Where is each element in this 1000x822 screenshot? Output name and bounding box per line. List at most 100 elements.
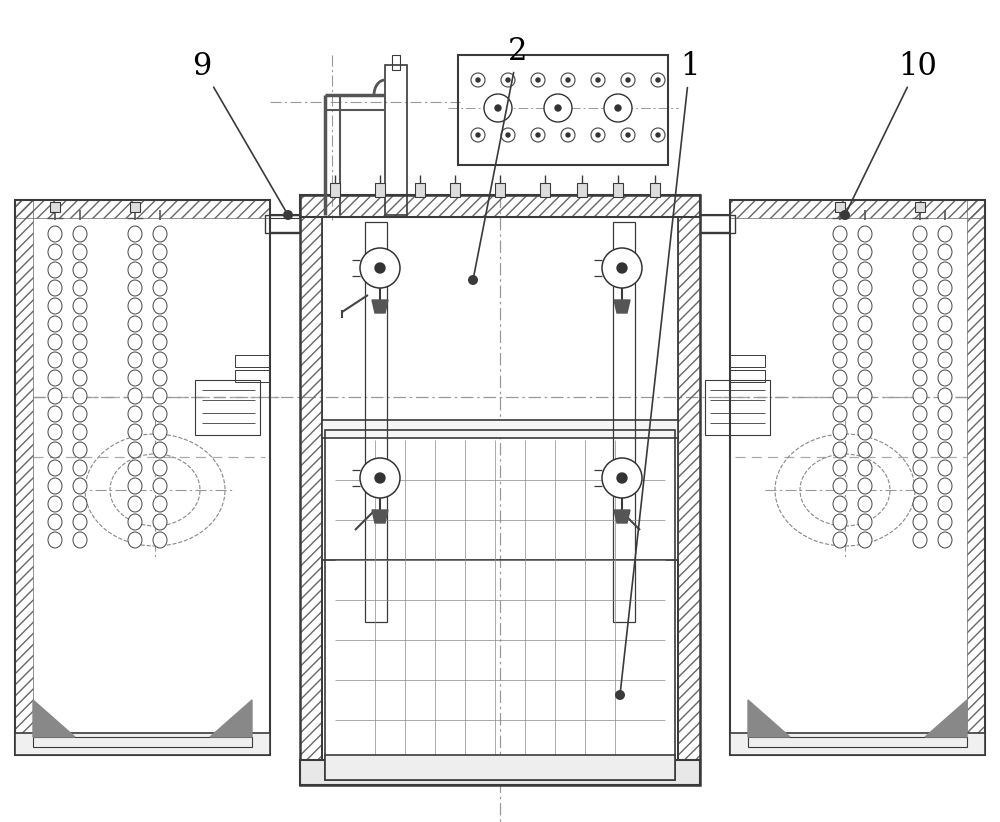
Ellipse shape [833, 442, 847, 458]
Circle shape [615, 690, 625, 700]
Circle shape [602, 458, 642, 498]
Circle shape [617, 263, 627, 273]
Ellipse shape [48, 262, 62, 278]
Ellipse shape [48, 370, 62, 386]
Circle shape [544, 94, 572, 122]
Polygon shape [614, 300, 630, 313]
Ellipse shape [833, 514, 847, 530]
Ellipse shape [153, 352, 167, 368]
Circle shape [531, 73, 545, 87]
Ellipse shape [913, 532, 927, 548]
Ellipse shape [48, 442, 62, 458]
Ellipse shape [913, 496, 927, 512]
Polygon shape [614, 510, 630, 523]
Ellipse shape [128, 262, 142, 278]
Circle shape [656, 78, 660, 82]
Ellipse shape [73, 244, 87, 260]
Bar [330, 183, 340, 197]
Bar [613, 222, 635, 622]
Ellipse shape [128, 244, 142, 260]
Circle shape [651, 73, 665, 87]
Ellipse shape [48, 424, 62, 440]
Bar [650, 183, 660, 197]
Circle shape [555, 105, 561, 111]
Ellipse shape [938, 514, 952, 530]
Ellipse shape [858, 316, 872, 332]
Ellipse shape [858, 226, 872, 242]
Ellipse shape [833, 280, 847, 296]
Ellipse shape [73, 532, 87, 548]
Ellipse shape [128, 352, 142, 368]
Circle shape [471, 73, 485, 87]
Bar [458, 55, 668, 165]
Ellipse shape [833, 226, 847, 242]
Ellipse shape [833, 460, 847, 476]
Ellipse shape [48, 478, 62, 494]
Ellipse shape [938, 532, 952, 548]
Bar [730, 200, 985, 755]
Ellipse shape [73, 352, 87, 368]
Bar [130, 202, 140, 212]
Bar [15, 200, 270, 218]
Ellipse shape [938, 262, 952, 278]
Ellipse shape [913, 298, 927, 314]
Circle shape [495, 105, 501, 111]
Ellipse shape [73, 478, 87, 494]
Ellipse shape [858, 424, 872, 440]
Text: 1: 1 [620, 51, 700, 692]
Ellipse shape [128, 442, 142, 458]
Ellipse shape [913, 280, 927, 296]
Circle shape [656, 133, 660, 137]
Ellipse shape [858, 388, 872, 404]
Ellipse shape [938, 460, 952, 476]
Ellipse shape [73, 280, 87, 296]
Ellipse shape [913, 226, 927, 242]
Circle shape [561, 73, 575, 87]
Ellipse shape [128, 460, 142, 476]
Ellipse shape [833, 532, 847, 548]
Ellipse shape [153, 406, 167, 422]
Ellipse shape [73, 424, 87, 440]
Ellipse shape [153, 442, 167, 458]
Ellipse shape [128, 478, 142, 494]
Ellipse shape [833, 370, 847, 386]
Ellipse shape [913, 460, 927, 476]
Ellipse shape [833, 496, 847, 512]
Ellipse shape [858, 532, 872, 548]
Ellipse shape [913, 478, 927, 494]
Circle shape [596, 78, 600, 82]
Ellipse shape [48, 334, 62, 350]
Ellipse shape [153, 424, 167, 440]
Ellipse shape [858, 478, 872, 494]
Circle shape [501, 128, 515, 142]
Circle shape [484, 94, 512, 122]
Polygon shape [33, 700, 75, 737]
Ellipse shape [73, 334, 87, 350]
Ellipse shape [73, 442, 87, 458]
Ellipse shape [48, 532, 62, 548]
Circle shape [566, 78, 570, 82]
Ellipse shape [938, 370, 952, 386]
Ellipse shape [913, 262, 927, 278]
Bar [50, 202, 60, 212]
Ellipse shape [938, 334, 952, 350]
Circle shape [476, 78, 480, 82]
Ellipse shape [858, 244, 872, 260]
Ellipse shape [48, 496, 62, 512]
Ellipse shape [833, 478, 847, 494]
Ellipse shape [833, 388, 847, 404]
Circle shape [840, 210, 850, 220]
Text: 10: 10 [846, 51, 937, 213]
Bar [967, 200, 985, 755]
Circle shape [604, 94, 632, 122]
Ellipse shape [858, 280, 872, 296]
Ellipse shape [128, 406, 142, 422]
Ellipse shape [913, 388, 927, 404]
Ellipse shape [128, 226, 142, 242]
Ellipse shape [153, 298, 167, 314]
Bar [15, 200, 270, 755]
Ellipse shape [128, 496, 142, 512]
Bar [365, 222, 387, 622]
Ellipse shape [858, 352, 872, 368]
Circle shape [531, 128, 545, 142]
